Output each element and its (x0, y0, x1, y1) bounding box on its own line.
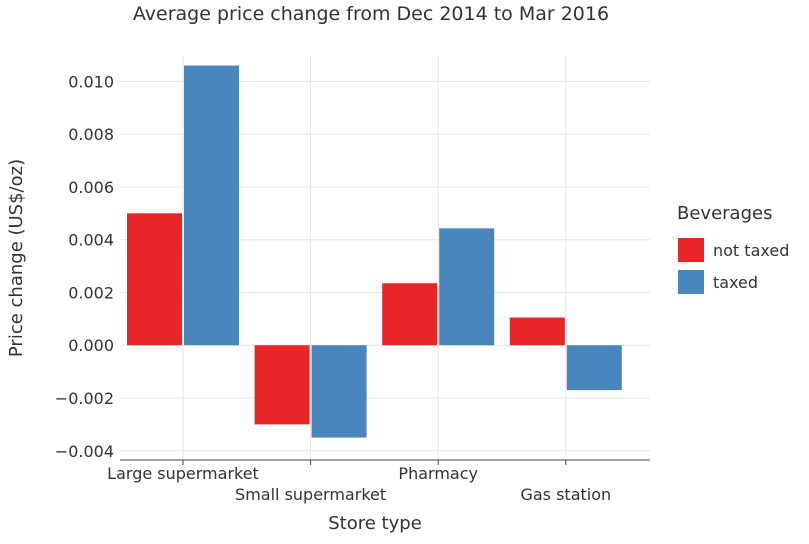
x-tick-label: Gas station (520, 485, 611, 504)
x-axis-label: Store type (328, 513, 422, 534)
bar-not-taxed (509, 317, 565, 346)
bar-taxed (311, 345, 367, 438)
y-tick-label: 0.006 (68, 178, 114, 197)
y-tick-label: 0.002 (68, 283, 114, 302)
x-tick-label: Large supermarket (107, 464, 259, 483)
legend-label: not taxed (713, 241, 789, 260)
legend-swatch (678, 270, 704, 294)
y-tick-label: 0.010 (68, 72, 114, 91)
legend-label: taxed (713, 273, 758, 292)
chart-title: Average price change from Dec 2014 to Ma… (133, 3, 609, 25)
y-tick-label: 0.000 (68, 336, 114, 355)
bar-taxed (184, 65, 239, 346)
legend-swatch (678, 238, 704, 262)
x-tick-label: Small supermarket (235, 485, 386, 504)
y-tick-label: −0.002 (55, 389, 114, 408)
legend-title: Beverages (677, 203, 772, 224)
bar-taxed (439, 228, 495, 346)
bar-not-taxed (127, 213, 182, 346)
bar-not-taxed (254, 345, 310, 425)
x-tick-label: Pharmacy (398, 464, 478, 483)
y-axis-label: Price change (US$/oz) (6, 159, 27, 357)
y-tick-label: 0.004 (68, 231, 114, 250)
y-tick-label: 0.008 (68, 125, 114, 144)
legend: Beverages not taxed taxed (677, 203, 789, 294)
bar-taxed (566, 345, 622, 391)
y-tick-label: −0.004 (55, 442, 114, 461)
bar-not-taxed (382, 283, 438, 346)
